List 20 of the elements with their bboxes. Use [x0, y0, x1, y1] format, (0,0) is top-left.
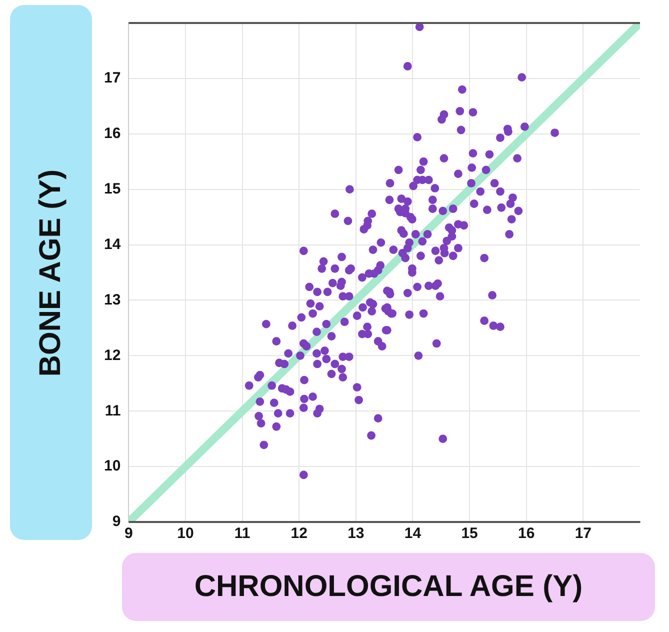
y-axis-title: BONE AGE (Y)	[34, 168, 68, 376]
y-tick-label: 9	[112, 513, 121, 530]
y-tick-label: 10	[104, 458, 121, 475]
x-tick-label: 9	[124, 525, 133, 542]
x-tick-label: 11	[234, 525, 250, 542]
x-tick-label: 17	[574, 525, 592, 542]
x-tick-label: 12	[290, 525, 308, 542]
x-axis-title: CHRONOLOGICAL AGE (Y)	[122, 553, 655, 621]
y-tick-label: 12	[104, 346, 121, 364]
y-tick-label: 11	[104, 402, 121, 420]
x-tick-label: 10	[177, 525, 194, 542]
x-tick-label: 14	[404, 525, 422, 542]
x-tick-label: 15	[461, 525, 478, 542]
y-tick-label: 13	[104, 291, 121, 308]
y-tick-label: 14	[104, 236, 122, 253]
y-tick-label: 15	[104, 180, 121, 198]
y-tick-label: 17	[104, 70, 121, 87]
x-tick-label: 16	[518, 525, 535, 542]
x-tick-label: 13	[348, 525, 364, 542]
y-tick-label: 16	[104, 125, 121, 142]
